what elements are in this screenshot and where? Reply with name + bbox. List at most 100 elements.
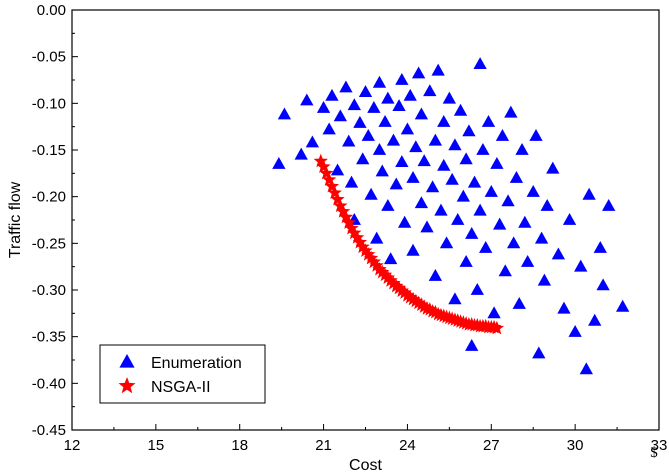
x-tick-label: 30 bbox=[567, 437, 584, 454]
data-point-triangle bbox=[375, 164, 389, 177]
data-point-triangle bbox=[512, 297, 526, 309]
data-point-triangle bbox=[423, 84, 437, 97]
data-point-triangle bbox=[322, 122, 336, 135]
data-point-triangle bbox=[381, 91, 395, 104]
y-axis-title: Traffic flow bbox=[7, 181, 24, 258]
series-layer bbox=[272, 57, 630, 375]
y-tick-label: -0.10 bbox=[32, 95, 66, 112]
data-point-star bbox=[363, 250, 379, 265]
data-point-star bbox=[333, 198, 348, 213]
data-point-triangle bbox=[490, 157, 504, 169]
data-point-triangle bbox=[372, 143, 387, 155]
data-point-triangle bbox=[353, 115, 367, 128]
data-point-triangle bbox=[445, 172, 459, 185]
data-point-triangle bbox=[294, 147, 308, 160]
y-tick-label: -0.15 bbox=[32, 142, 66, 159]
data-point-triangle bbox=[574, 259, 588, 272]
data-point-triangle bbox=[470, 283, 484, 295]
data-point-triangle bbox=[305, 135, 320, 148]
legend-label-enumeration: Enumeration bbox=[151, 355, 242, 372]
data-point-triangle bbox=[616, 299, 630, 312]
data-point-star bbox=[417, 299, 432, 313]
data-point-triangle bbox=[409, 140, 423, 153]
data-point-star bbox=[380, 270, 395, 284]
data-point-triangle bbox=[386, 133, 401, 146]
data-point-star bbox=[411, 295, 426, 310]
data-point-triangle bbox=[462, 124, 476, 137]
data-point-triangle bbox=[300, 93, 314, 106]
x-tick-label: 21 bbox=[315, 437, 332, 454]
data-point-triangle bbox=[498, 264, 512, 277]
data-point-triangle bbox=[406, 243, 420, 256]
data-point-triangle bbox=[493, 217, 507, 230]
data-point-triangle bbox=[414, 107, 429, 120]
x-tick-label: 33 bbox=[651, 437, 668, 454]
legend: Enumeration NSGA-II bbox=[99, 344, 266, 404]
data-point-star bbox=[489, 320, 505, 335]
x-tick-label: 24 bbox=[399, 437, 416, 454]
data-point-triangle bbox=[347, 98, 361, 111]
legend-triangle-icon bbox=[119, 354, 135, 368]
data-point-triangle bbox=[392, 99, 406, 112]
y-tick-label: -0.20 bbox=[32, 189, 66, 206]
data-point-star bbox=[428, 304, 443, 319]
series-nsga-ii bbox=[313, 153, 505, 335]
data-point-triangle bbox=[330, 163, 345, 176]
y-tick-label: -0.05 bbox=[32, 49, 66, 66]
data-point-triangle bbox=[372, 75, 387, 88]
data-point-triangle bbox=[356, 152, 370, 165]
data-point-star bbox=[369, 258, 384, 272]
data-point-star bbox=[338, 209, 354, 224]
data-point-triangle bbox=[495, 129, 510, 141]
data-point-triangle bbox=[442, 91, 457, 104]
legend-box bbox=[99, 344, 266, 404]
data-point-star bbox=[316, 159, 331, 173]
data-point-triangle bbox=[428, 269, 443, 281]
x-axis-title: Cost bbox=[349, 457, 382, 474]
data-point-triangle bbox=[414, 196, 429, 209]
data-point-triangle bbox=[277, 107, 292, 120]
y-tick-label: -0.40 bbox=[32, 375, 66, 392]
data-point-triangle bbox=[367, 101, 381, 113]
legend-marker-nsga-ii bbox=[118, 377, 136, 394]
data-point-triangle bbox=[453, 103, 468, 116]
data-point-triangle bbox=[397, 215, 412, 228]
y-tick-label: -0.35 bbox=[32, 329, 66, 346]
data-point-triangle bbox=[342, 134, 356, 147]
data-point-triangle bbox=[459, 255, 473, 267]
data-point-star bbox=[386, 275, 401, 290]
data-point-star bbox=[391, 280, 407, 295]
data-point-triangle bbox=[504, 105, 518, 118]
data-point-star bbox=[319, 165, 334, 180]
data-point-triangle bbox=[344, 175, 359, 188]
legend-star-icon bbox=[118, 377, 136, 394]
data-point-star bbox=[361, 247, 376, 261]
data-point-triangle bbox=[562, 213, 577, 225]
data-point-triangle bbox=[378, 115, 392, 127]
data-point-triangle bbox=[339, 80, 353, 93]
data-point-triangle bbox=[518, 215, 532, 228]
data-point-star bbox=[422, 302, 437, 316]
legend-label-nsga-ii: NSGA-II bbox=[151, 379, 211, 396]
data-point-triangle bbox=[434, 203, 448, 216]
data-point-triangle bbox=[593, 241, 607, 253]
data-point-triangle bbox=[400, 122, 415, 135]
data-point-star bbox=[403, 289, 418, 304]
data-point-triangle bbox=[448, 138, 462, 151]
data-point-triangle bbox=[529, 129, 543, 141]
y-axis: 0.00 -0.05 -0.10 -0.15 -0.20 -0.25 -0.30 -0.35 -… bbox=[32, 2, 78, 439]
data-point-triangle bbox=[476, 143, 490, 155]
data-point-star bbox=[377, 267, 393, 282]
data-point-triangle bbox=[406, 171, 420, 183]
data-point-triangle bbox=[384, 252, 398, 265]
data-point-triangle bbox=[358, 85, 373, 98]
data-point-star bbox=[394, 283, 409, 297]
data-point-triangle bbox=[325, 88, 339, 101]
data-point-triangle bbox=[526, 185, 540, 197]
data-point-triangle bbox=[588, 313, 602, 326]
data-point-triangle bbox=[448, 292, 462, 305]
data-point-triangle bbox=[459, 152, 473, 165]
data-point-triangle bbox=[333, 109, 347, 122]
data-point-star bbox=[414, 297, 429, 311]
data-point-star bbox=[344, 220, 359, 235]
